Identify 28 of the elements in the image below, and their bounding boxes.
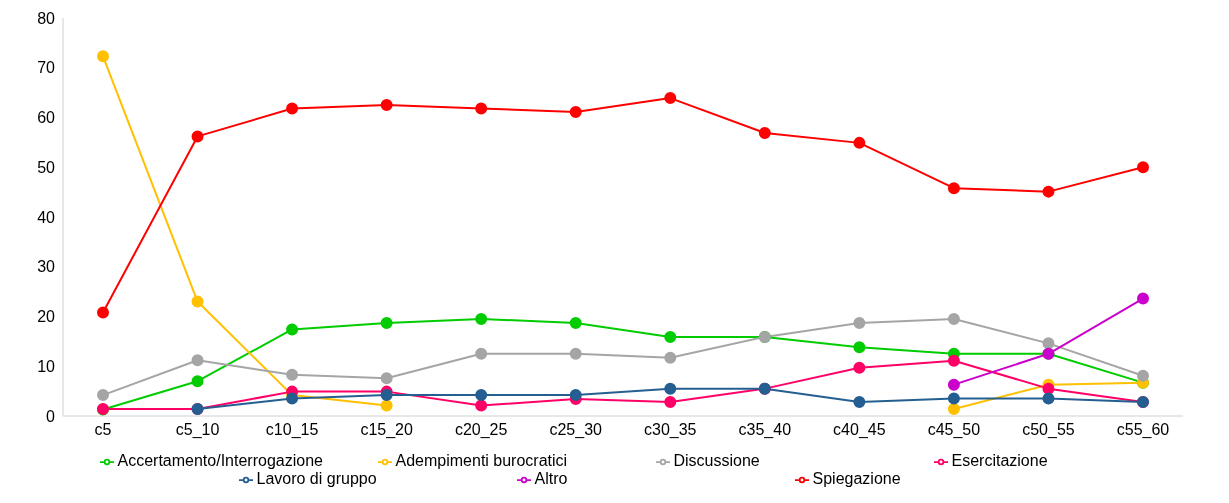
legend-label: Lavoro di gruppo	[256, 470, 378, 488]
legend-label: Altro	[534, 470, 569, 488]
y-tick-label: 50	[37, 158, 56, 176]
legend-label: Discussione	[673, 452, 761, 470]
x-tick-label: c50_55	[1022, 421, 1075, 440]
x-tick-label: c25_30	[549, 421, 603, 440]
y-tick-label: 0	[46, 407, 56, 425]
legend-label: Accertamento/Interrogazione	[117, 452, 324, 470]
legend-label: Spiegazione	[812, 470, 902, 488]
y-tick-label: 10	[37, 357, 56, 375]
x-tick-label: c55_60	[1116, 421, 1170, 440]
y-tick-label: 80	[37, 9, 56, 27]
x-tick-label: c35_40	[738, 421, 792, 440]
x-tick-label: c10_15	[265, 421, 319, 440]
x-tick-label: c45_50	[927, 421, 981, 440]
x-tick-label: c20_25	[454, 421, 508, 440]
x-tick-label: c5_10	[175, 421, 220, 440]
legend-label: Adempimenti burocratici	[395, 452, 569, 470]
y-tick-label: 30	[37, 258, 56, 276]
y-tick-label: 40	[37, 208, 56, 226]
x-tick-label: c5	[94, 421, 112, 439]
x-tick-label: c30_35	[644, 421, 697, 440]
y-tick-label: 20	[37, 308, 56, 326]
y-tick-label: 70	[37, 59, 56, 77]
x-tick-label: c40_45	[833, 421, 886, 440]
legend-label: Esercitazione	[951, 452, 1049, 470]
x-tick-label: c15_20	[360, 421, 413, 440]
y-tick-label: 60	[37, 109, 56, 127]
